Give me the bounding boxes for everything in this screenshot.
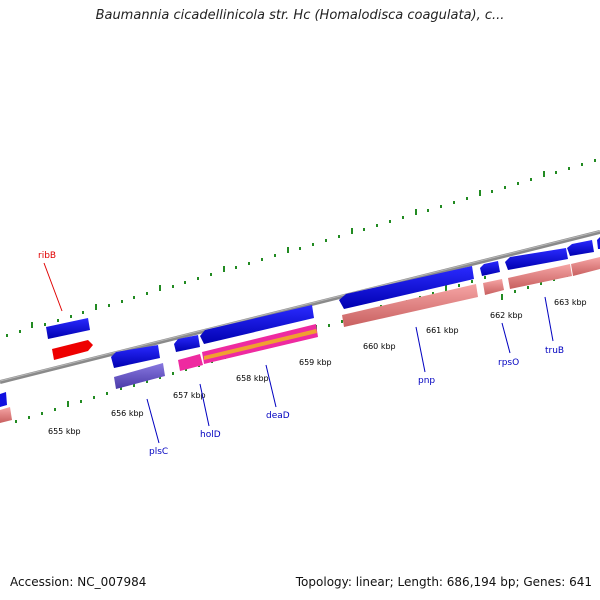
- truB-cds[interactable]: [505, 248, 568, 270]
- holD-cds[interactable]: [174, 335, 200, 352]
- kbp-label: 663 kbp: [554, 298, 587, 307]
- forward-features: [0, 237, 600, 423]
- kbp-label: 656 kbp: [111, 409, 144, 418]
- genome-backbone: [0, 230, 600, 384]
- pnp-cds[interactable]: [339, 266, 474, 309]
- upper-tick-track: [6, 159, 596, 337]
- topology-summary: Topology: linear; Length: 686,194 bp; Ge…: [295, 575, 592, 589]
- ribB-cds[interactable]: [46, 318, 90, 339]
- truB-gene[interactable]: [508, 264, 572, 289]
- edge-gene[interactable]: [571, 257, 600, 276]
- rpsO-cds[interactable]: [480, 261, 500, 276]
- kbp-label: 658 kbp: [236, 374, 269, 383]
- kbp-label: 661 kbp: [426, 326, 459, 335]
- pnp-gene[interactable]: [342, 284, 478, 327]
- gene-label-truB[interactable]: truB: [545, 346, 564, 356]
- kbp-label: 659 kbp: [299, 358, 332, 367]
- edge-cds[interactable]: [567, 240, 594, 256]
- gene-label-deaD[interactable]: deaD: [266, 411, 290, 421]
- left-edge-cds[interactable]: [0, 392, 7, 407]
- gene-labels: ribB plsC holD deaD pnp rpsO truB: [38, 251, 564, 457]
- kbp-labels: 655 kbp 656 kbp 657 kbp 658 kbp 659 kbp …: [48, 298, 587, 436]
- gene-label-rpsO[interactable]: rpsO: [498, 358, 519, 368]
- plsC-cds[interactable]: [111, 345, 160, 368]
- lower-tick-track: [15, 274, 568, 423]
- gene-label-ribB[interactable]: ribB: [38, 251, 56, 261]
- gene-label-pnp[interactable]: pnp: [418, 376, 435, 386]
- ribB-gene[interactable]: [52, 340, 93, 360]
- kbp-label: 655 kbp: [48, 427, 81, 436]
- holD-gene[interactable]: [178, 354, 203, 371]
- kbp-label: 662 kbp: [490, 311, 523, 320]
- kbp-label: 660 kbp: [363, 342, 396, 351]
- accession-text: Accession: NC_007984: [10, 575, 147, 589]
- rpsO-gene[interactable]: [483, 279, 504, 295]
- plsC-gene[interactable]: [114, 363, 165, 389]
- deaD-cds[interactable]: [200, 305, 314, 344]
- left-edge-gene[interactable]: [0, 407, 12, 423]
- kbp-label: 657 kbp: [173, 391, 206, 400]
- gene-label-plsC[interactable]: plsC: [149, 447, 168, 457]
- label-leaders: [43, 262, 554, 444]
- map-title: Baumannia cicadellinicola str. Hc (Homal…: [95, 8, 505, 23]
- gene-label-holD[interactable]: holD: [200, 430, 221, 440]
